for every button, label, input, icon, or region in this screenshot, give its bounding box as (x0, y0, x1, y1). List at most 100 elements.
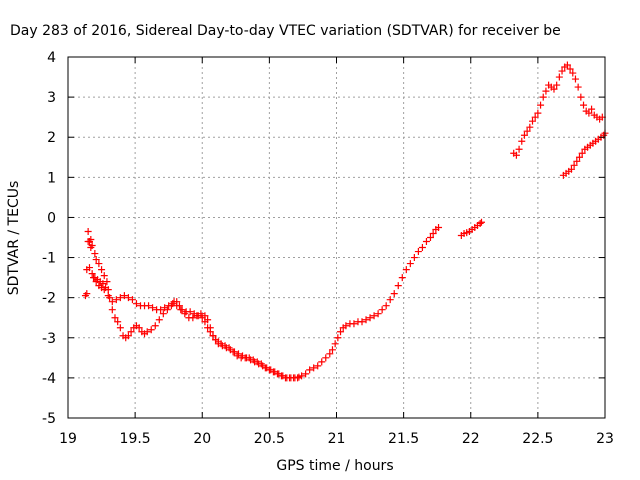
data-point (247, 356, 255, 364)
data-points (81, 61, 609, 382)
data-point (193, 312, 201, 320)
data-point (577, 93, 585, 101)
y-tick-label: -4 (42, 371, 56, 387)
y-tick-label: -2 (42, 291, 56, 307)
y-tick-label: -5 (42, 411, 56, 427)
data-point (394, 282, 402, 290)
x-tick-label: 20.5 (254, 431, 285, 447)
data-point (239, 352, 247, 360)
y-tick-label: 3 (47, 90, 56, 106)
data-point (370, 312, 378, 320)
data-point (95, 260, 103, 268)
data-point (222, 344, 230, 352)
x-tick-label: 23 (596, 431, 614, 447)
data-point (334, 334, 342, 342)
data-point (230, 348, 238, 356)
data-point (275, 370, 283, 378)
data-point (128, 296, 136, 304)
data-point (402, 266, 410, 274)
data-point (212, 336, 220, 344)
data-point (147, 326, 155, 334)
data-point (350, 320, 358, 328)
data-point (201, 312, 209, 320)
data-point (567, 165, 575, 173)
data-point (104, 292, 112, 300)
data-point (161, 304, 169, 312)
data-point (92, 278, 100, 286)
y-tick-label: 1 (47, 170, 56, 186)
data-point (378, 306, 386, 314)
data-point (570, 161, 578, 169)
data-point (234, 350, 242, 358)
x-tick-label: 21 (328, 431, 346, 447)
data-point (374, 310, 382, 318)
data-point (523, 127, 531, 135)
data-point (127, 328, 135, 336)
data-point (526, 123, 534, 131)
x-tick-label: 19 (59, 431, 77, 447)
data-point (342, 322, 350, 330)
y-tick-label: 2 (47, 130, 56, 146)
data-point (143, 328, 151, 336)
data-point (132, 300, 140, 308)
data-point (226, 346, 234, 354)
data-point (537, 101, 545, 109)
data-point (112, 296, 120, 304)
data-point (566, 65, 574, 73)
x-tick-label: 21.5 (388, 431, 419, 447)
data-point (406, 260, 414, 268)
data-point (173, 302, 181, 310)
data-point (429, 229, 437, 237)
data-point (550, 85, 558, 93)
data-point (322, 354, 330, 362)
data-point (204, 316, 212, 324)
data-point (100, 286, 108, 294)
data-point (214, 340, 222, 348)
data-point (534, 109, 542, 117)
data-point (588, 105, 596, 113)
data-point (414, 248, 422, 256)
data-point (88, 270, 96, 278)
data-point (108, 298, 116, 306)
data-point (575, 153, 583, 161)
data-point (197, 310, 205, 318)
data-point (529, 117, 537, 125)
data-point (382, 302, 390, 310)
data-point (151, 322, 159, 330)
data-point (314, 362, 322, 370)
data-point (331, 340, 339, 348)
data-point (259, 362, 267, 370)
data-point (386, 296, 394, 304)
data-point (326, 350, 334, 358)
data-point (555, 73, 563, 81)
data-point (563, 61, 571, 69)
x-axis-label: GPS time / hours (276, 458, 393, 474)
data-point (124, 294, 132, 302)
x-tick-label: 22 (462, 431, 480, 447)
data-point (120, 292, 128, 300)
data-point (585, 109, 593, 117)
data-point (116, 324, 124, 332)
data-point (318, 358, 326, 366)
data-point (145, 302, 153, 310)
data-point (267, 366, 275, 374)
data-point (291, 374, 299, 382)
data-point (135, 324, 143, 332)
data-point (542, 87, 550, 95)
data-point (531, 113, 539, 121)
y-tick-label: 4 (47, 50, 56, 66)
data-point (306, 366, 314, 374)
data-point (84, 227, 92, 235)
data-point (90, 274, 98, 282)
data-point (580, 101, 588, 109)
data-point (149, 304, 157, 312)
data-point (99, 280, 107, 288)
data-point (159, 310, 167, 318)
data-point (477, 218, 485, 226)
data-point (169, 300, 177, 308)
data-point (177, 306, 185, 314)
data-point (165, 302, 173, 310)
data-point (189, 314, 197, 322)
data-point (426, 234, 434, 241)
